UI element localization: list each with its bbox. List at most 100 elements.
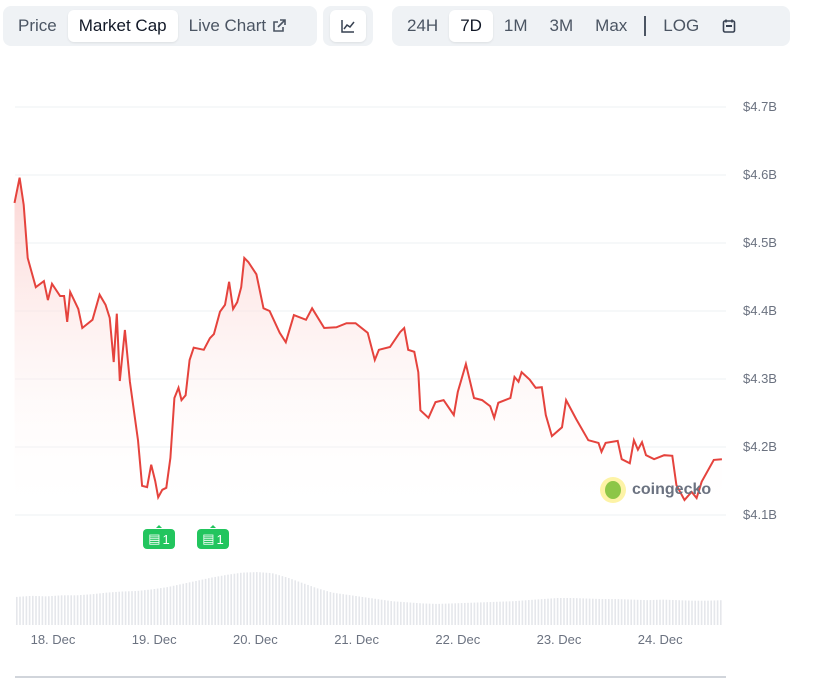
volume-bar: [288, 578, 290, 625]
volume-bar: [470, 602, 472, 625]
calendar-button[interactable]: [710, 10, 748, 42]
volume-bar: [460, 603, 463, 625]
news-count: 1: [162, 531, 170, 547]
volume-bar: [236, 573, 239, 625]
calendar-icon: [722, 19, 736, 33]
volume-bar: [467, 602, 469, 625]
volume-bar: [25, 596, 28, 625]
volume-bar: [240, 572, 242, 625]
volume-bar: [259, 572, 261, 625]
news-badge[interactable]: ▤ 1: [143, 525, 175, 549]
volume-bar: [96, 593, 98, 625]
volume-bar: [60, 595, 63, 625]
volume-bar: [300, 582, 303, 625]
newspaper-icon: ▤: [202, 531, 215, 546]
volume-bar: [502, 601, 504, 625]
log-toggle[interactable]: LOG: [663, 16, 700, 35]
volume-bar: [121, 591, 124, 625]
volume-bar: [172, 585, 175, 625]
volume-bar: [659, 599, 661, 625]
volume-bar: [598, 598, 600, 625]
tab-1m[interactable]: 1M: [503, 16, 528, 35]
volume-bar: [688, 600, 690, 625]
volume-bar: [614, 599, 616, 625]
volume-bar: [550, 598, 552, 625]
volume-bar: [572, 598, 575, 625]
volume-bar: [595, 598, 597, 625]
volume-bar: [419, 603, 421, 625]
volume-bar: [291, 579, 293, 625]
volume-bar: [537, 599, 540, 625]
volume-bar: [390, 601, 392, 625]
volume-bar: [307, 584, 309, 625]
volume-bar: [665, 599, 668, 625]
gecko-logo-icon: [600, 477, 626, 503]
volume-bar: [627, 599, 629, 625]
tab-market-cap[interactable]: Market Cap: [67, 10, 178, 42]
volume-bar: [441, 603, 444, 625]
volume-bar: [707, 600, 709, 625]
tab-24h[interactable]: 24H: [407, 16, 439, 35]
volume-bar: [128, 591, 130, 625]
tab-3m[interactable]: 3M: [549, 16, 574, 35]
volume-bar: [569, 598, 572, 625]
volume-bar: [582, 598, 584, 625]
volume-bar: [672, 599, 674, 625]
x-tick-label: 21. Dec: [334, 632, 379, 647]
volume-bar: [22, 596, 24, 625]
volume-bar: [624, 599, 626, 625]
volume-bar: [208, 578, 210, 625]
volume-bar: [617, 599, 620, 625]
volume-bar: [563, 598, 565, 625]
volume-bar: [304, 583, 306, 625]
x-tick-label: 18. Dec: [30, 632, 76, 647]
volume-bar: [339, 593, 341, 625]
volume-bar: [553, 598, 556, 625]
tab-max[interactable]: Max: [595, 16, 628, 35]
volume-bar: [48, 596, 50, 625]
watermark-text: coingecko: [632, 481, 712, 498]
volume-bar: [579, 598, 581, 625]
tab-7d[interactable]: 7D: [449, 10, 493, 42]
volume-bar: [531, 599, 533, 625]
volume-bar: [428, 603, 431, 625]
volume-bar: [528, 600, 530, 625]
volume-bar: [400, 601, 402, 625]
volume-bar: [201, 579, 204, 625]
volume-bar: [163, 587, 165, 625]
volume-bar: [243, 572, 245, 625]
volume-bar: [329, 592, 332, 625]
volume-bar: [576, 598, 578, 625]
volume-bar: [508, 601, 511, 625]
volume-bar: [649, 600, 652, 625]
volume-bar: [51, 596, 53, 625]
volume-bar: [448, 603, 450, 625]
line-chart-icon: [341, 20, 355, 33]
volume-bar: [412, 602, 415, 625]
volume-bar: [364, 597, 367, 625]
volume-bar: [656, 599, 658, 625]
volume-bar: [524, 600, 527, 625]
volume-bar: [704, 600, 706, 625]
volume-bar: [496, 601, 498, 625]
tab-price[interactable]: Price: [18, 16, 57, 35]
divider: [644, 16, 647, 36]
x-tick-label: 22. Dec: [435, 632, 481, 647]
volume-bar: [227, 574, 229, 625]
volume-bar: [262, 572, 264, 625]
volume-bar: [457, 603, 460, 625]
volume-bar: [147, 589, 149, 625]
tab-live-chart[interactable]: Live Chart: [178, 10, 298, 42]
volume-bar: [83, 594, 85, 625]
volume-bar: [592, 598, 594, 625]
volume-bar: [464, 602, 466, 625]
volume-bar: [643, 600, 645, 625]
line-chart-button[interactable]: [330, 10, 366, 42]
volume-bar: [435, 603, 437, 625]
volume-bar: [35, 595, 37, 625]
volume-bar: [323, 590, 325, 625]
volume-bar: [476, 602, 479, 625]
news-badge[interactable]: ▤ 1: [197, 525, 229, 549]
volume-bar: [44, 596, 47, 625]
